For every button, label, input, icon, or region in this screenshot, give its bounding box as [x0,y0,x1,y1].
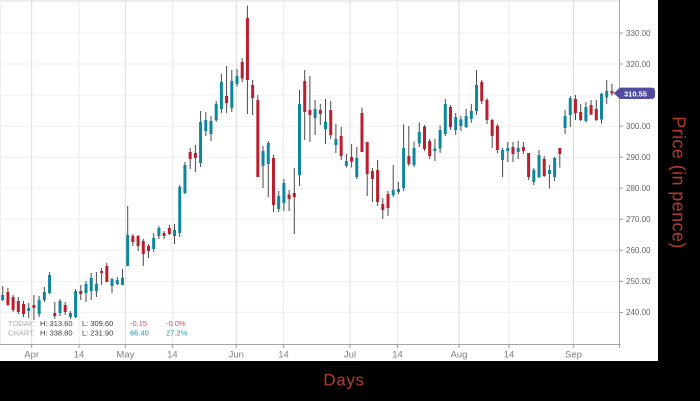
svg-text:290.00: 290.00 [626,153,651,162]
svg-text:260.00: 260.00 [626,246,651,255]
svg-text:300.00: 300.00 [626,122,651,131]
svg-text:14: 14 [74,350,85,361]
svg-text:Days: Days [323,371,364,390]
svg-text:-0.15: -0.15 [130,319,147,328]
svg-text:L: 309.60: L: 309.60 [82,319,113,328]
svg-text:TODAY:: TODAY: [8,319,35,328]
svg-text:Apr: Apr [24,350,39,361]
svg-text:310.55: 310.55 [624,89,647,98]
svg-text:-0.0%: -0.0% [166,319,186,328]
svg-text:27.2%: 27.2% [166,329,188,338]
svg-text:CHART:: CHART: [8,329,35,338]
svg-text:66.40: 66.40 [130,329,149,338]
svg-text:Sep: Sep [565,350,582,361]
svg-text:14: 14 [504,350,515,361]
svg-text:280.00: 280.00 [626,184,651,193]
svg-text:Jun: Jun [229,350,244,361]
svg-text:H: 313.60: H: 313.60 [40,319,73,328]
svg-text:240.00: 240.00 [626,308,651,317]
svg-text:250.00: 250.00 [626,277,651,286]
svg-text:270.00: 270.00 [626,215,651,224]
svg-text:Aug: Aug [451,350,468,361]
svg-text:320.00: 320.00 [626,60,651,69]
svg-text:Price (in pence): Price (in pence) [669,116,689,248]
svg-text:14: 14 [278,350,289,361]
svg-text:H: 338.80: H: 338.80 [40,329,73,338]
svg-text:14: 14 [392,350,403,361]
svg-text:May: May [116,350,134,361]
svg-text:Jul: Jul [344,350,356,361]
svg-text:14: 14 [167,350,178,361]
svg-text:L: 231.90: L: 231.90 [82,329,113,338]
svg-text:330.00: 330.00 [626,29,651,38]
